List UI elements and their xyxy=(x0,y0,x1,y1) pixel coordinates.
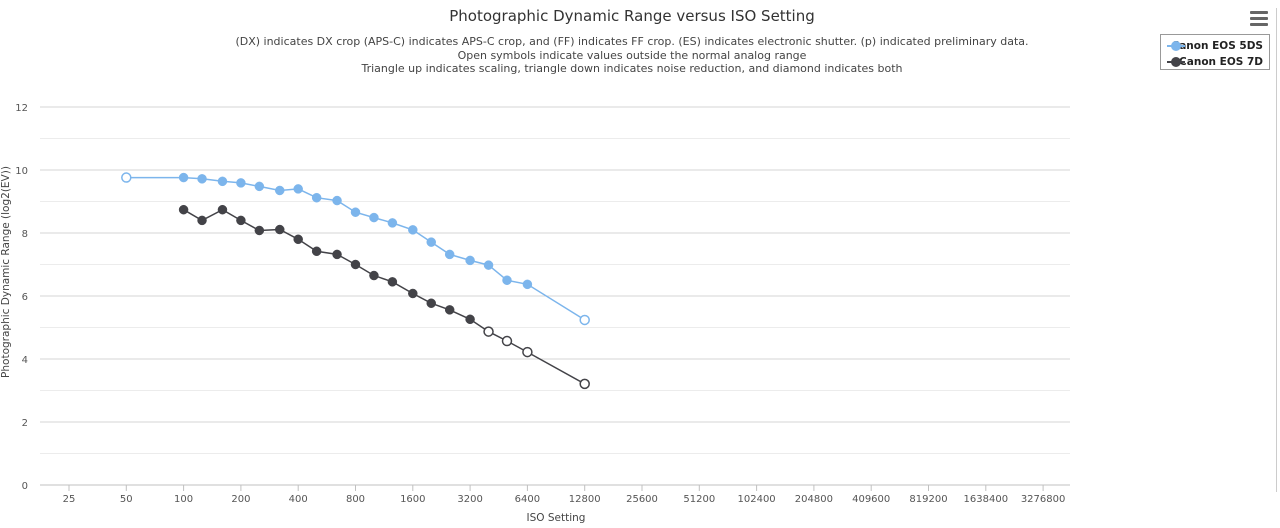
chart-legend: Canon EOS 5DS Canon EOS 7D xyxy=(1160,34,1270,70)
data-point xyxy=(217,204,228,215)
data-point xyxy=(217,176,228,187)
x-tick-label: 1638400 xyxy=(964,494,1009,505)
x-tick-label: 12800 xyxy=(569,494,601,505)
x-tick-label: 3276800 xyxy=(1021,494,1066,505)
data-point xyxy=(387,218,398,228)
chart-menu-button[interactable] xyxy=(1246,8,1272,30)
data-point xyxy=(236,215,246,226)
panel-divider xyxy=(1276,8,1277,492)
data-point xyxy=(444,305,455,315)
y-tick-label: 0 xyxy=(22,481,28,492)
x-tick-label: 400 xyxy=(289,494,308,505)
legend-marker-7d xyxy=(1167,56,1185,68)
x-tick-label: 819200 xyxy=(909,494,947,505)
x-tick-label: 102400 xyxy=(738,494,776,505)
y-tick-label: 10 xyxy=(15,166,28,177)
x-tick-label: 100 xyxy=(174,494,193,505)
x-tick-label: 6400 xyxy=(515,494,540,505)
data-point xyxy=(483,260,494,270)
y-tick-label: 4 xyxy=(22,355,28,366)
data-point xyxy=(197,215,207,226)
data-point xyxy=(254,225,265,236)
data-point xyxy=(254,181,265,192)
x-tick-label: 3200 xyxy=(457,494,482,505)
data-point xyxy=(426,237,436,247)
series-line xyxy=(126,176,586,321)
legend-label: Canon EOS 5DS xyxy=(1171,40,1263,52)
x-tick-label: 800 xyxy=(346,494,365,505)
series-canon-eos-5ds xyxy=(121,172,590,326)
data-point-open xyxy=(501,335,513,347)
x-tick-label: 25600 xyxy=(626,494,658,505)
series-canon-eos-7d xyxy=(178,204,590,390)
data-point xyxy=(369,212,379,223)
data-point xyxy=(311,246,322,257)
chart-subtitle-line-3: Triangle up indicates scaling, triangle … xyxy=(360,62,902,75)
data-point-open xyxy=(579,314,590,326)
data-point-open xyxy=(522,346,533,358)
x-axis-title: ISO Setting xyxy=(527,512,586,524)
data-point xyxy=(350,207,361,217)
data-point xyxy=(465,255,475,266)
data-point xyxy=(408,225,418,235)
data-point xyxy=(387,277,398,287)
series-group xyxy=(121,172,590,390)
data-point xyxy=(178,204,189,215)
x-tick-label: 25 xyxy=(63,494,76,505)
legend-label: Canon EOS 7D xyxy=(1179,56,1263,68)
chart-subtitle-line-2: Open symbols indicate values outside the… xyxy=(458,49,807,62)
legend-item-canon-eos-7d[interactable]: Canon EOS 7D xyxy=(1167,54,1263,70)
chart-subtitle-line-1: (DX) indicates DX crop (APS-C) indicates… xyxy=(235,35,1028,48)
data-point-open xyxy=(483,326,494,337)
data-point xyxy=(178,172,189,183)
data-point xyxy=(502,275,512,285)
data-point xyxy=(444,249,455,260)
data-point xyxy=(311,192,322,203)
y-tick-label: 12 xyxy=(15,103,28,114)
x-tick-label: 409600 xyxy=(852,494,890,505)
data-point xyxy=(293,234,303,245)
data-point xyxy=(293,184,303,194)
legend-marker-5ds xyxy=(1167,40,1185,52)
axes: 0 2 4 6 8 10 12 25 50 100 200 400 800 1600 3200 6400 128… xyxy=(15,103,1070,505)
data-point xyxy=(408,288,418,299)
data-point xyxy=(275,185,285,196)
data-point xyxy=(332,195,342,206)
legend-item-canon-eos-5ds[interactable]: Canon EOS 5DS xyxy=(1167,38,1263,54)
hamburger-menu-icon xyxy=(1246,11,1272,26)
data-point xyxy=(236,178,246,188)
data-point xyxy=(332,249,342,260)
data-point xyxy=(465,314,475,325)
x-tick-label: 50 xyxy=(120,494,133,505)
data-point xyxy=(350,259,361,270)
data-point xyxy=(275,224,285,235)
series-line xyxy=(183,208,586,385)
y-tick-label: 2 xyxy=(22,418,28,429)
data-point xyxy=(197,174,207,184)
grid-lines xyxy=(40,106,1070,454)
x-tick-label: 204800 xyxy=(795,494,833,505)
y-tick-label: 8 xyxy=(22,229,28,240)
data-point-open xyxy=(121,172,132,183)
data-point-open xyxy=(579,378,590,390)
data-point xyxy=(522,279,533,290)
chart-title: Photographic Dynamic Range versus ISO Se… xyxy=(449,7,815,25)
data-point xyxy=(426,298,436,308)
data-point xyxy=(369,270,379,281)
y-axis-title: Photographic Dynamic Range (log2(EV)) xyxy=(0,166,12,378)
x-tick-label: 1600 xyxy=(400,494,425,505)
x-tick-label: 200 xyxy=(231,494,250,505)
x-tick-label: 51200 xyxy=(683,494,715,505)
y-tick-label: 6 xyxy=(22,292,28,303)
